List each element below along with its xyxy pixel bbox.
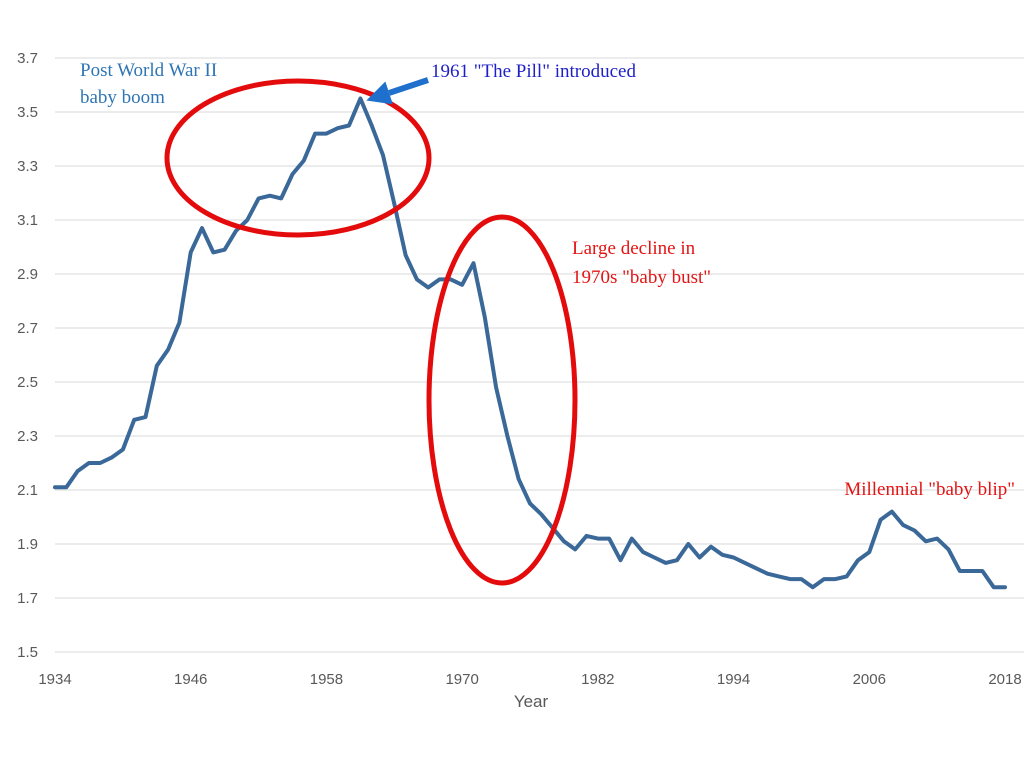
annotation-decline: Large decline in xyxy=(572,238,696,259)
x-tick-label: 1946 xyxy=(174,671,207,688)
annotation-blip: Millennial "baby blip" xyxy=(844,479,1015,500)
x-tick-label: 1934 xyxy=(38,671,71,688)
y-tick-label: 1.5 xyxy=(17,644,38,661)
highlight-ellipse-boom xyxy=(164,78,432,238)
y-tick-label: 1.9 xyxy=(17,536,38,553)
y-tick-label: 1.7 xyxy=(17,590,38,607)
y-axis-ticks: 1.5 1.7 1.9 2.1 2.3 2.5 2.7 2.9 3.1 3.3 3.5 3.7 xyxy=(17,50,38,661)
y-tick-label: 2.9 xyxy=(17,266,38,283)
x-tick-label: 1994 xyxy=(717,671,750,688)
y-tick-label: 2.5 xyxy=(17,374,38,391)
y-tick-label: 2.7 xyxy=(17,320,38,337)
x-tick-label: 1958 xyxy=(310,671,343,688)
annotation-decline: 1970s "baby bust" xyxy=(572,267,711,288)
y-tick-label: 2.1 xyxy=(17,482,38,499)
y-tick-label: 2.3 xyxy=(17,428,38,445)
highlight-ellipses xyxy=(164,78,578,586)
x-tick-label: 1970 xyxy=(445,671,478,688)
x-axis-ticks: 1934 1946 1958 1970 1982 1994 2006 2018 xyxy=(38,671,1021,688)
arrow-shaft xyxy=(388,77,429,96)
highlight-ellipse-bust xyxy=(426,214,578,586)
annotations: Post World War II baby boom 1961 "The Pill… xyxy=(80,60,1015,500)
x-tick-label: 1982 xyxy=(581,671,614,688)
y-tick-label: 3.7 xyxy=(17,50,38,67)
x-tick-label: 2018 xyxy=(988,671,1021,688)
gridlines xyxy=(55,57,1024,653)
series-line xyxy=(53,96,1007,590)
arrow-head-icon xyxy=(366,81,393,105)
annotation-pill: 1961 "The Pill" introduced xyxy=(431,61,636,82)
y-tick-label: 3.5 xyxy=(17,104,38,121)
x-axis-label: Year xyxy=(514,692,549,711)
x-tick-label: 2006 xyxy=(853,671,886,688)
annotation-postwar: Post World War II xyxy=(80,60,217,81)
y-tick-label: 3.3 xyxy=(17,158,38,175)
annotation-postwar: baby boom xyxy=(80,87,165,108)
y-tick-label: 3.1 xyxy=(17,212,38,229)
